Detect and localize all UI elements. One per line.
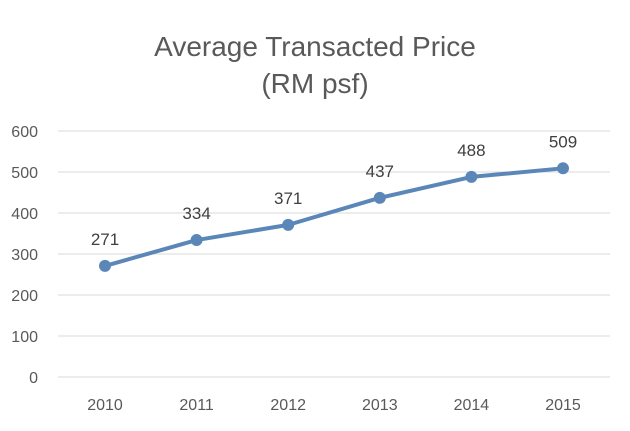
y-tick-label-400: 400 xyxy=(11,206,38,223)
y-tick-label-0: 0 xyxy=(29,370,38,387)
x-tick-label-2013: 2013 xyxy=(362,397,398,414)
x-tick-label-2012: 2012 xyxy=(270,397,306,414)
data-point-2014 xyxy=(465,170,478,183)
chart-title-line-2: (RM psf) xyxy=(261,68,368,99)
data-label-2010: 271 xyxy=(91,230,119,249)
y-tick-label-300: 300 xyxy=(11,247,38,264)
data-point-2012 xyxy=(282,218,295,231)
data-label-2014: 488 xyxy=(457,141,485,160)
series-line-group xyxy=(99,162,569,272)
series-line xyxy=(103,166,565,268)
data-label-2011: 334 xyxy=(182,204,210,223)
data-label-2013: 437 xyxy=(366,162,394,181)
x-axis-ticks: 2010 2011 2012 2013 2014 2015 xyxy=(87,397,581,414)
data-labels: 271 334 371 437 488 509 xyxy=(91,132,577,249)
y-tick-label-600: 600 xyxy=(11,124,38,141)
data-point-2013 xyxy=(373,191,386,204)
y-tick-label-100: 100 xyxy=(11,329,38,346)
x-tick-label-2010: 2010 xyxy=(87,397,123,414)
chart-title-line-1: Average Transacted Price xyxy=(154,31,476,62)
data-point-2011 xyxy=(190,234,203,247)
y-tick-label-200: 200 xyxy=(11,288,38,305)
x-tick-label-2011: 2011 xyxy=(179,397,214,414)
data-label-2015: 509 xyxy=(549,132,577,151)
x-tick-label-2014: 2014 xyxy=(454,397,490,414)
data-point-2010 xyxy=(99,259,111,272)
data-label-2012: 371 xyxy=(274,189,302,208)
x-tick-label-2015: 2015 xyxy=(545,397,581,414)
y-axis-ticks: 0 100 200 300 400 500 600 xyxy=(11,124,38,387)
y-tick-label-500: 500 xyxy=(11,165,38,182)
data-point-2015 xyxy=(557,162,569,175)
